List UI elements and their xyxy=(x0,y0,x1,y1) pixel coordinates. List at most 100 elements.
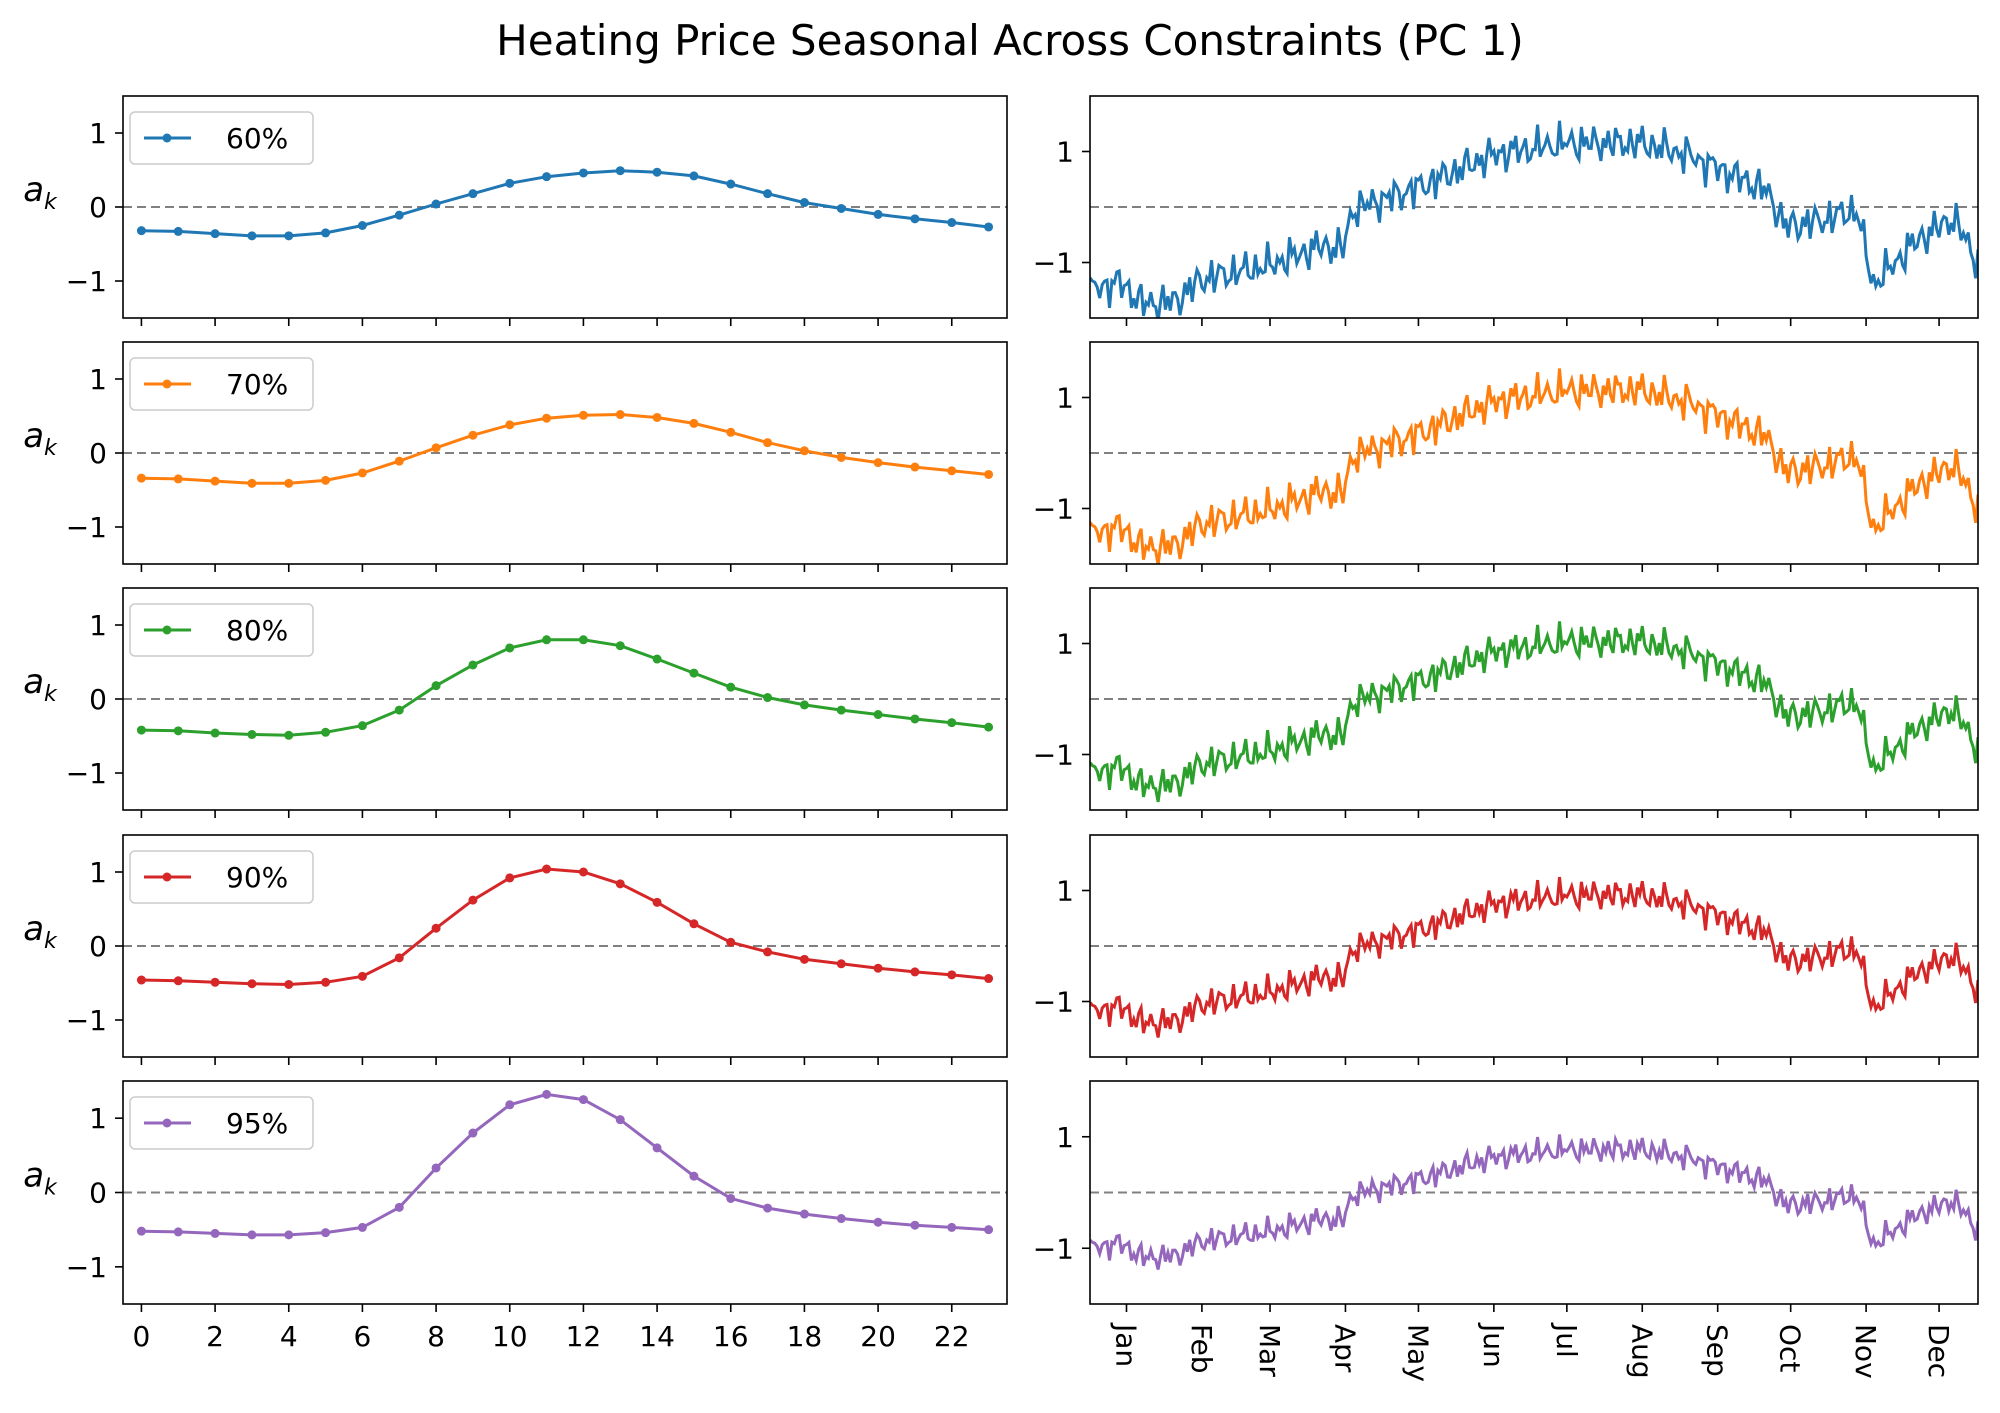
data-point xyxy=(468,189,478,199)
data-point xyxy=(136,975,146,985)
data-point xyxy=(210,476,220,486)
y-tick-label: −1 xyxy=(66,265,107,298)
y-tick-label: −1 xyxy=(1033,739,1074,772)
data-point xyxy=(984,722,994,732)
x-tick-label: 16 xyxy=(713,1320,749,1353)
y-tick-label: 0 xyxy=(89,1177,107,1210)
y-tick-label: −1 xyxy=(1033,1232,1074,1265)
data-point xyxy=(357,721,367,731)
data-point xyxy=(542,864,552,874)
data-point xyxy=(836,1214,846,1224)
data-point xyxy=(542,172,552,182)
month-tick-label: Feb xyxy=(1185,1324,1218,1374)
x-tick-label: 12 xyxy=(566,1320,602,1353)
legend-box xyxy=(129,111,314,165)
data-point xyxy=(173,474,183,484)
data-point xyxy=(394,210,404,220)
y-tick-label: −1 xyxy=(66,1251,107,1284)
legend: 60% xyxy=(129,111,314,165)
y-tick-label: 0 xyxy=(89,683,107,716)
data-point xyxy=(947,1222,957,1232)
y-tick-label: 1 xyxy=(1056,382,1074,415)
month-tick-label: Sep xyxy=(1701,1324,1734,1377)
right-subplot-90pct: −1 1 xyxy=(1033,834,1979,1065)
y-tick-label: 0 xyxy=(89,191,107,224)
data-point xyxy=(689,1171,699,1181)
data-point xyxy=(357,971,367,981)
y-tick-label: 1 xyxy=(89,117,107,150)
legend-box xyxy=(129,1096,314,1150)
y-axis-label-subscript: k xyxy=(44,436,58,461)
data-point xyxy=(652,167,662,177)
data-point xyxy=(247,730,257,740)
data-point xyxy=(726,1193,736,1203)
data-point xyxy=(321,977,331,987)
y-tick-label: −1 xyxy=(66,511,107,544)
legend-label: 60% xyxy=(226,122,288,155)
legend-label: 90% xyxy=(226,861,288,894)
data-point xyxy=(689,668,699,678)
data-point xyxy=(984,974,994,984)
axes-frame xyxy=(1089,834,1979,1058)
data-point xyxy=(947,718,957,728)
data-point xyxy=(542,635,552,645)
data-point xyxy=(578,867,588,877)
data-point xyxy=(726,937,736,947)
legend-label: 95% xyxy=(226,1107,288,1140)
data-point xyxy=(357,221,367,230)
data-point xyxy=(763,947,773,957)
data-point xyxy=(357,468,367,478)
series-line-90pct xyxy=(141,867,989,987)
left-subplot-90pct: −1 0 1 ak 90% xyxy=(23,834,1008,1065)
series-line-95pct xyxy=(141,1092,989,1237)
data-point xyxy=(947,218,957,228)
axes-frame xyxy=(1089,587,1979,811)
month-tick-label: Oct xyxy=(1774,1324,1807,1372)
data-point xyxy=(173,726,183,736)
y-axis-label: ak xyxy=(23,416,58,461)
data-point xyxy=(136,226,146,236)
right-subplot-80pct: −1 1 xyxy=(1033,587,1979,818)
data-point xyxy=(173,226,183,236)
data-point xyxy=(284,1230,294,1240)
data-point xyxy=(726,427,736,437)
data-point xyxy=(873,710,883,720)
data-point xyxy=(652,1143,662,1153)
axes-frame xyxy=(1089,341,1979,565)
data-point xyxy=(578,1095,588,1105)
daily-series-line-90pct xyxy=(1090,876,1978,1038)
data-point xyxy=(873,963,883,973)
legend: 80% xyxy=(129,603,314,657)
month-tick-label: Mar xyxy=(1253,1324,1286,1377)
right-subplot-95pct: −1 1 Jan Feb Mar Apr May Jun Jul Aug Sep Oct Nov Dec xyxy=(1033,1080,1979,1382)
data-point xyxy=(284,231,294,241)
data-point xyxy=(947,466,957,476)
daily-series-line-60pct xyxy=(1090,120,1978,318)
data-point xyxy=(578,410,588,420)
legend-marker xyxy=(162,1118,172,1128)
data-point xyxy=(873,458,883,468)
month-tick-label: May xyxy=(1401,1324,1434,1382)
data-point xyxy=(505,178,515,188)
data-point xyxy=(321,1228,331,1238)
data-point xyxy=(873,1217,883,1227)
y-tick-label: −1 xyxy=(1033,247,1074,280)
y-tick-label: 1 xyxy=(89,609,107,642)
data-point xyxy=(799,198,809,208)
x-tick-label: 10 xyxy=(492,1320,528,1353)
data-point xyxy=(984,222,994,232)
data-point xyxy=(173,976,183,986)
data-point xyxy=(394,456,404,466)
data-point xyxy=(247,478,257,488)
data-point xyxy=(763,1203,773,1213)
data-point xyxy=(284,979,294,989)
data-point xyxy=(468,895,478,905)
y-tick-label: 1 xyxy=(89,1102,107,1135)
data-point xyxy=(799,446,809,456)
data-point xyxy=(394,705,404,715)
data-point xyxy=(726,179,736,189)
y-tick-label: 1 xyxy=(1056,628,1074,661)
legend-box xyxy=(129,357,314,411)
